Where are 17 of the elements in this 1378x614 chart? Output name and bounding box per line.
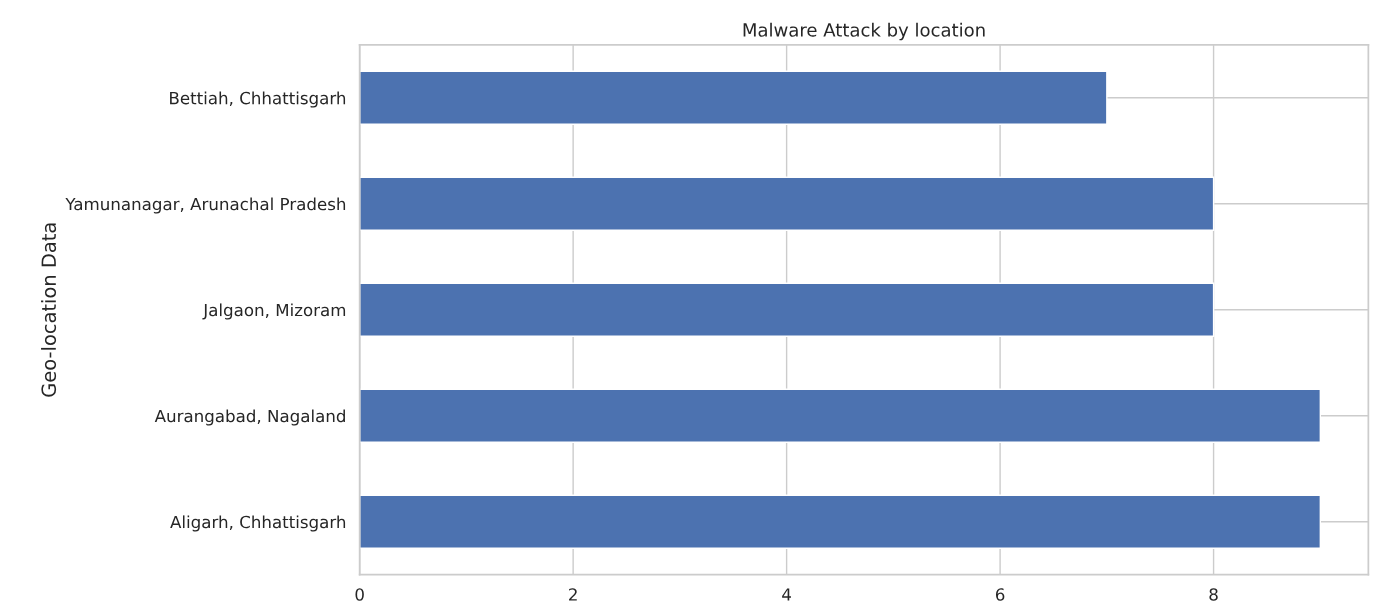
x-tick-label: 4 <box>782 588 791 601</box>
y-tick-label: Aligarh, Chhattisgarh <box>170 515 346 532</box>
y-tick-label: Jalgaon, Mizoram <box>202 303 346 320</box>
chart-title: Malware Attack by location <box>743 22 985 41</box>
bar <box>359 494 1322 549</box>
bar <box>359 176 1215 231</box>
y-axis-title: Geo-location Data <box>41 223 57 397</box>
bar <box>359 282 1215 337</box>
bar <box>359 388 1322 443</box>
y-tick-label: Yamunanagar, Arunachal Pradesh <box>65 197 346 214</box>
y-tick-label: Aurangabad, Nagaland <box>154 409 345 426</box>
x-tick-label: 2 <box>569 588 577 601</box>
x-tick-label: 8 <box>1209 588 1218 601</box>
y-tick-label: Bettiah, Chhattisgarh <box>170 91 346 108</box>
x-tick-label: 0 <box>355 588 364 601</box>
x-tick-label: 6 <box>995 588 1005 601</box>
bar <box>359 70 1108 125</box>
